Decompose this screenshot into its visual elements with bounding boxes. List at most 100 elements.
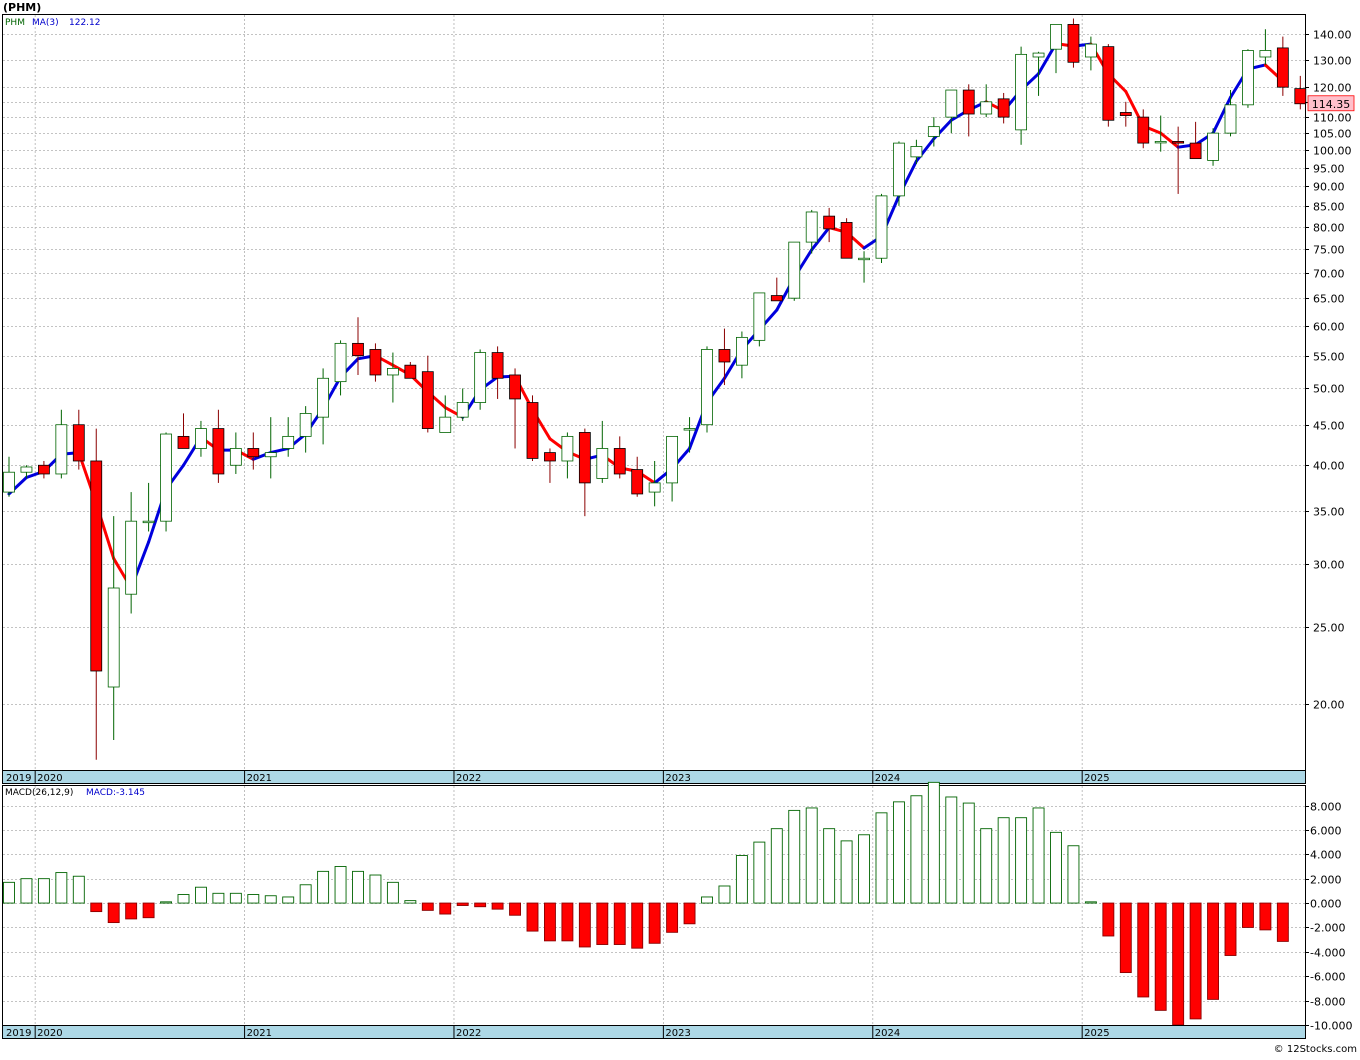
macd-bar-negative: [125, 902, 138, 920]
candle-up: [736, 331, 748, 379]
macd-bar-positive: [997, 817, 1010, 904]
candle-up: [1242, 49, 1254, 108]
price-tick-label: 65.00: [1313, 293, 1345, 306]
candle-down: [631, 456, 644, 497]
macd-bar-negative: [1207, 902, 1220, 1000]
candle-down: [491, 346, 504, 399]
candle-body: [1276, 47, 1289, 88]
price-tick-label: 90.00: [1313, 181, 1345, 194]
macd-bar-positive: [404, 900, 417, 904]
candle-down: [718, 328, 731, 386]
last-price-badge: 114.35: [1307, 95, 1355, 112]
macd-bar-positive: [753, 841, 766, 904]
candle-body: [3, 471, 15, 493]
candle-up: [20, 465, 33, 479]
candle-body: [1032, 52, 1045, 58]
candle-body: [334, 342, 347, 383]
macd-time-band: [2, 1025, 1306, 1039]
candle-body: [72, 424, 85, 462]
candle-down: [1172, 126, 1185, 194]
candle-down: [1067, 18, 1080, 68]
macd-bar-negative: [1276, 902, 1289, 942]
candle-up: [788, 241, 801, 301]
macd-bar-positive: [3, 881, 15, 904]
price-tick-label: 80.00: [1313, 222, 1345, 235]
candle-body: [858, 257, 870, 261]
macd-bar-negative: [683, 902, 696, 925]
candle-body: [125, 520, 138, 595]
macd-bar-positive: [701, 896, 713, 904]
price-tick-label: 100.00: [1313, 145, 1352, 158]
macd-bar-positive: [317, 870, 330, 904]
candle-body: [1085, 43, 1097, 58]
candle-body: [1207, 132, 1219, 161]
candle-body: [491, 352, 504, 379]
macd-bar-positive: [334, 866, 347, 904]
macd-bar-negative: [561, 902, 574, 942]
candle-up: [1259, 29, 1272, 65]
candle-body: [195, 428, 207, 449]
candle-up: [1050, 24, 1062, 74]
candle-up: [3, 456, 15, 497]
price-tick-label: 25.00: [1313, 622, 1345, 635]
candle-body: [474, 352, 487, 403]
candle-down: [177, 413, 190, 449]
macd-bar-positive: [247, 894, 260, 904]
macd-bar-positive: [160, 901, 173, 904]
candle-body: [544, 452, 556, 462]
candle-body: [1050, 24, 1062, 50]
candle-up: [334, 340, 347, 396]
macd-bar-positive: [1050, 831, 1062, 904]
candle-up: [282, 417, 295, 457]
price-time-band: [2, 770, 1306, 784]
last-price-box: [1307, 95, 1355, 112]
price-tick-label: 70.00: [1313, 268, 1345, 281]
price-tick-label: 20.00: [1313, 699, 1345, 712]
candle-body: [701, 349, 713, 426]
macd-bar-negative: [1259, 902, 1272, 931]
price-tick-label: 50.00: [1313, 383, 1345, 396]
candle-down: [823, 207, 836, 243]
macd-bar-positive: [282, 896, 295, 904]
footer-copyright: © 12Stocks.com: [1274, 1044, 1357, 1055]
macd-bar-negative: [648, 902, 661, 944]
macd-bar-negative: [1241, 902, 1254, 928]
candle-body: [945, 89, 958, 118]
macd-bar-positive: [770, 828, 783, 904]
candle-up: [317, 368, 330, 445]
macd-bar-positive: [735, 855, 748, 904]
price-tick-label: 120.00: [1313, 82, 1352, 95]
ma-segment: [269, 446, 290, 455]
macd-tick-label: -2.000: [1310, 922, 1345, 935]
price-grid: [3, 15, 1305, 770]
candle-body: [962, 89, 975, 115]
candle-down: [997, 92, 1010, 124]
macd-bar-negative: [439, 902, 452, 915]
candle-body: [352, 342, 364, 357]
candle-up: [229, 432, 242, 474]
candle-down: [613, 436, 626, 479]
year-label: 2020: [37, 1028, 62, 1039]
year-label: 2019: [6, 1028, 31, 1039]
price-tick-label: 75.00: [1313, 244, 1345, 257]
macd-bar-negative: [491, 902, 504, 910]
candle-body: [910, 146, 923, 158]
candle-body: [55, 424, 68, 475]
macd-bar-positive: [945, 796, 958, 904]
year-label: 2024: [875, 1028, 900, 1039]
candle-body: [666, 435, 678, 484]
ma-segment: [1159, 131, 1180, 149]
candle-body: [788, 241, 801, 299]
candle-up: [1207, 128, 1219, 166]
candle-up: [648, 460, 661, 507]
macd-bar-positive: [823, 828, 836, 904]
macd-tick-label: 8.000: [1310, 801, 1342, 814]
price-tick-label: 30.00: [1313, 559, 1345, 572]
price-x-axis: 2019 2020 2021 2022 2023 2024 2025: [6, 770, 1110, 784]
candle-body: [1119, 112, 1132, 116]
candle-up: [386, 352, 399, 403]
macd-bar-negative: [456, 902, 469, 906]
candle-up: [1085, 36, 1097, 71]
candle-up: [55, 409, 68, 479]
